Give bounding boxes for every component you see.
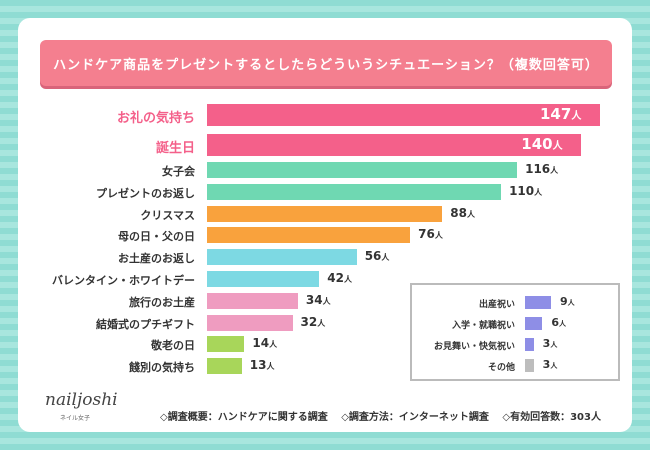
- bar: [207, 271, 320, 287]
- value-label: 140人: [521, 135, 563, 153]
- category-label: 女子会: [162, 165, 195, 178]
- inset-category-label: その他: [487, 363, 515, 373]
- category-label: 餞別の気持ち: [129, 361, 195, 375]
- category-label: プレゼントのお返し: [96, 186, 195, 200]
- inset-value-label: 3人: [542, 358, 558, 371]
- footer-count: ◇有効回答数：303人: [502, 412, 601, 423]
- inset-category-label: 出産祝い: [478, 300, 515, 310]
- bar: [207, 162, 518, 178]
- category-label: 母の日・父の日: [118, 230, 195, 244]
- bar: [207, 314, 293, 331]
- category-label: お土産のお返し: [118, 252, 195, 266]
- value-label: 34人: [305, 292, 331, 307]
- inset-value-label: 6人: [551, 316, 566, 329]
- bar: [207, 227, 411, 244]
- category-label: お礼の気持ち: [116, 111, 195, 126]
- category-label: バレンタイン・ホワイトデー: [52, 274, 195, 287]
- category-label: 誕生日: [155, 141, 195, 156]
- category-label: 結婚式のプチギフト: [96, 317, 195, 331]
- footer: ◇調査概要：ハンドケアに関する調査 ◇調査方法：インターネット調査 ◇有効回答数…: [160, 408, 611, 423]
- chart-title: ハンドケア商品をプレゼントするとしたらどういうシチュエーション？（複数回答可）: [40, 40, 612, 86]
- bar: [207, 183, 502, 200]
- inset-value-label: 3人: [542, 337, 558, 350]
- inset-category-label: 入学・就職祝い: [451, 321, 515, 331]
- category-label: クリスマス: [140, 208, 195, 222]
- inset-bar: [525, 359, 534, 372]
- footer-method: ◇調査方法：インターネット調査: [341, 412, 489, 423]
- value-label: 42人: [327, 271, 352, 285]
- value-label: 32人: [300, 314, 326, 329]
- inset-value-label: 9人: [560, 295, 575, 308]
- inset-bar: [525, 296, 551, 309]
- value-label: 116人: [525, 162, 559, 176]
- value-label: 110人: [509, 183, 543, 198]
- value-label: 13人: [249, 358, 275, 373]
- inset-box: [410, 283, 620, 381]
- value-label: 56人: [364, 249, 390, 264]
- inset-category-label: お見舞い・快気祝い: [433, 342, 515, 352]
- value-label: 14人: [252, 336, 278, 351]
- logo: nailjoshi: [45, 390, 118, 410]
- category-label: 旅行のお土産: [129, 295, 195, 309]
- inset-bar: [525, 338, 534, 351]
- bar: [207, 205, 443, 222]
- bar: [207, 134, 582, 156]
- bar: [207, 104, 600, 126]
- value-label: 76人: [418, 227, 443, 242]
- value-label: 147人: [540, 105, 582, 123]
- value-label: 88人: [450, 205, 475, 220]
- footer-summary: ◇調査概要：ハンドケアに関する調査: [160, 412, 328, 423]
- bar: [207, 249, 357, 266]
- bar: [207, 292, 298, 309]
- bar: [207, 336, 245, 353]
- category-label: 敬老の日: [151, 339, 195, 353]
- inset-bar: [525, 317, 543, 330]
- logo-sub: ネイル女子: [60, 415, 91, 422]
- bar: [207, 358, 242, 375]
